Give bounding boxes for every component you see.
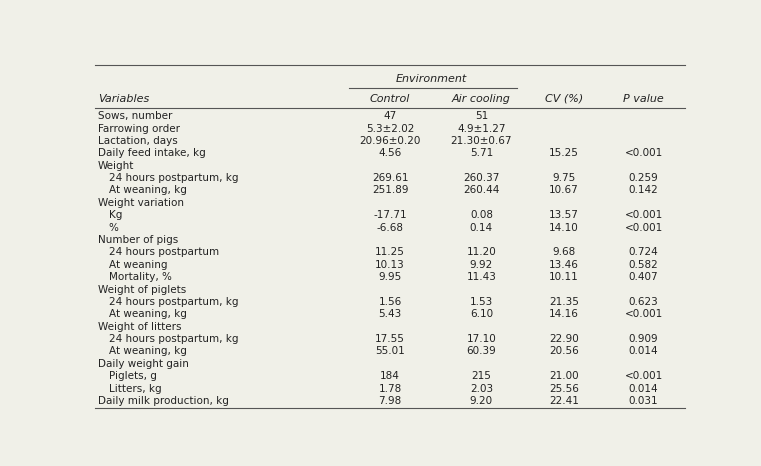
Text: -6.68: -6.68 xyxy=(377,223,403,233)
Text: 6.10: 6.10 xyxy=(470,309,493,319)
Text: 4.56: 4.56 xyxy=(378,148,402,158)
Text: 5.3±2.02: 5.3±2.02 xyxy=(366,123,414,134)
Text: Air cooling: Air cooling xyxy=(452,94,511,104)
Text: 184: 184 xyxy=(380,371,400,381)
Text: Environment: Environment xyxy=(396,74,467,84)
Text: 51: 51 xyxy=(475,111,488,121)
Text: 215: 215 xyxy=(472,371,492,381)
Text: <0.001: <0.001 xyxy=(625,371,663,381)
Text: 0.407: 0.407 xyxy=(629,272,658,282)
Text: Lactation, days: Lactation, days xyxy=(98,136,178,146)
Text: Piglets, g: Piglets, g xyxy=(109,371,157,381)
Text: <0.001: <0.001 xyxy=(625,223,663,233)
Text: 10.13: 10.13 xyxy=(375,260,405,270)
Text: Litters, kg: Litters, kg xyxy=(109,384,161,394)
Text: Weight of piglets: Weight of piglets xyxy=(98,285,186,295)
Text: 1.56: 1.56 xyxy=(378,297,402,307)
Text: 0.582: 0.582 xyxy=(629,260,658,270)
Text: 9.95: 9.95 xyxy=(378,272,402,282)
Text: CV (%): CV (%) xyxy=(545,94,583,104)
Text: 17.10: 17.10 xyxy=(466,334,496,344)
Text: Mortality, %: Mortality, % xyxy=(109,272,171,282)
Text: -17.71: -17.71 xyxy=(373,210,407,220)
Text: Variables: Variables xyxy=(98,94,149,104)
Text: 0.014: 0.014 xyxy=(629,346,658,356)
Text: Sows, number: Sows, number xyxy=(98,111,173,121)
Text: 10.67: 10.67 xyxy=(549,185,579,195)
Text: At weaning: At weaning xyxy=(109,260,167,270)
Text: 1.53: 1.53 xyxy=(470,297,493,307)
Text: 22.41: 22.41 xyxy=(549,396,579,406)
Text: 13.57: 13.57 xyxy=(549,210,579,220)
Text: P value: P value xyxy=(623,94,664,104)
Text: 24 hours postpartum, kg: 24 hours postpartum, kg xyxy=(109,173,238,183)
Text: 11.43: 11.43 xyxy=(466,272,496,282)
Text: 251.89: 251.89 xyxy=(372,185,408,195)
Text: 0.623: 0.623 xyxy=(629,297,658,307)
Text: 0.014: 0.014 xyxy=(629,384,658,394)
Text: 55.01: 55.01 xyxy=(375,346,405,356)
Text: 21.30±0.67: 21.30±0.67 xyxy=(451,136,512,146)
Text: Weight of litters: Weight of litters xyxy=(98,322,182,332)
Text: 0.259: 0.259 xyxy=(629,173,658,183)
Text: Weight: Weight xyxy=(98,161,135,171)
Text: Number of pigs: Number of pigs xyxy=(98,235,178,245)
Text: 1.78: 1.78 xyxy=(378,384,402,394)
Text: 17.55: 17.55 xyxy=(375,334,405,344)
Text: 9.20: 9.20 xyxy=(470,396,493,406)
Text: Farrowing order: Farrowing order xyxy=(98,123,180,134)
Text: 15.25: 15.25 xyxy=(549,148,579,158)
Text: 5.43: 5.43 xyxy=(378,309,402,319)
Text: <0.001: <0.001 xyxy=(625,148,663,158)
Text: At weaning, kg: At weaning, kg xyxy=(109,309,186,319)
Text: <0.001: <0.001 xyxy=(625,309,663,319)
Text: 0.909: 0.909 xyxy=(629,334,658,344)
Text: 0.08: 0.08 xyxy=(470,210,493,220)
Text: Kg: Kg xyxy=(109,210,122,220)
Text: 13.46: 13.46 xyxy=(549,260,579,270)
Text: 11.25: 11.25 xyxy=(375,247,405,257)
Text: 269.61: 269.61 xyxy=(372,173,408,183)
Text: 14.10: 14.10 xyxy=(549,223,579,233)
Text: 21.35: 21.35 xyxy=(549,297,579,307)
Text: 60.39: 60.39 xyxy=(466,346,496,356)
Text: 24 hours postpartum: 24 hours postpartum xyxy=(109,247,219,257)
Text: 20.56: 20.56 xyxy=(549,346,579,356)
Text: 0.724: 0.724 xyxy=(629,247,658,257)
Text: 14.16: 14.16 xyxy=(549,309,579,319)
Text: 24 hours postpartum, kg: 24 hours postpartum, kg xyxy=(109,297,238,307)
Text: %: % xyxy=(109,223,119,233)
Text: Control: Control xyxy=(370,94,410,104)
Text: 21.00: 21.00 xyxy=(549,371,579,381)
Text: Daily feed intake, kg: Daily feed intake, kg xyxy=(98,148,205,158)
Text: At weaning, kg: At weaning, kg xyxy=(109,185,186,195)
Text: 0.031: 0.031 xyxy=(629,396,658,406)
Text: 20.96±0.20: 20.96±0.20 xyxy=(359,136,421,146)
Text: 0.142: 0.142 xyxy=(629,185,658,195)
Text: <0.001: <0.001 xyxy=(625,210,663,220)
Text: At weaning, kg: At weaning, kg xyxy=(109,346,186,356)
Text: 260.44: 260.44 xyxy=(463,185,500,195)
Text: 9.68: 9.68 xyxy=(552,247,575,257)
Text: 22.90: 22.90 xyxy=(549,334,579,344)
Text: 11.20: 11.20 xyxy=(466,247,496,257)
Text: 25.56: 25.56 xyxy=(549,384,579,394)
Text: 47: 47 xyxy=(384,111,396,121)
Text: 24 hours postpartum, kg: 24 hours postpartum, kg xyxy=(109,334,238,344)
Text: 260.37: 260.37 xyxy=(463,173,500,183)
Text: 2.03: 2.03 xyxy=(470,384,493,394)
Text: Daily milk production, kg: Daily milk production, kg xyxy=(98,396,229,406)
Text: 5.71: 5.71 xyxy=(470,148,493,158)
Text: 4.9±1.27: 4.9±1.27 xyxy=(457,123,505,134)
Text: 9.92: 9.92 xyxy=(470,260,493,270)
Text: 9.75: 9.75 xyxy=(552,173,575,183)
Text: 10.11: 10.11 xyxy=(549,272,579,282)
Text: 7.98: 7.98 xyxy=(378,396,402,406)
Text: Daily weight gain: Daily weight gain xyxy=(98,359,189,369)
Text: 0.14: 0.14 xyxy=(470,223,493,233)
Text: Weight variation: Weight variation xyxy=(98,198,184,208)
